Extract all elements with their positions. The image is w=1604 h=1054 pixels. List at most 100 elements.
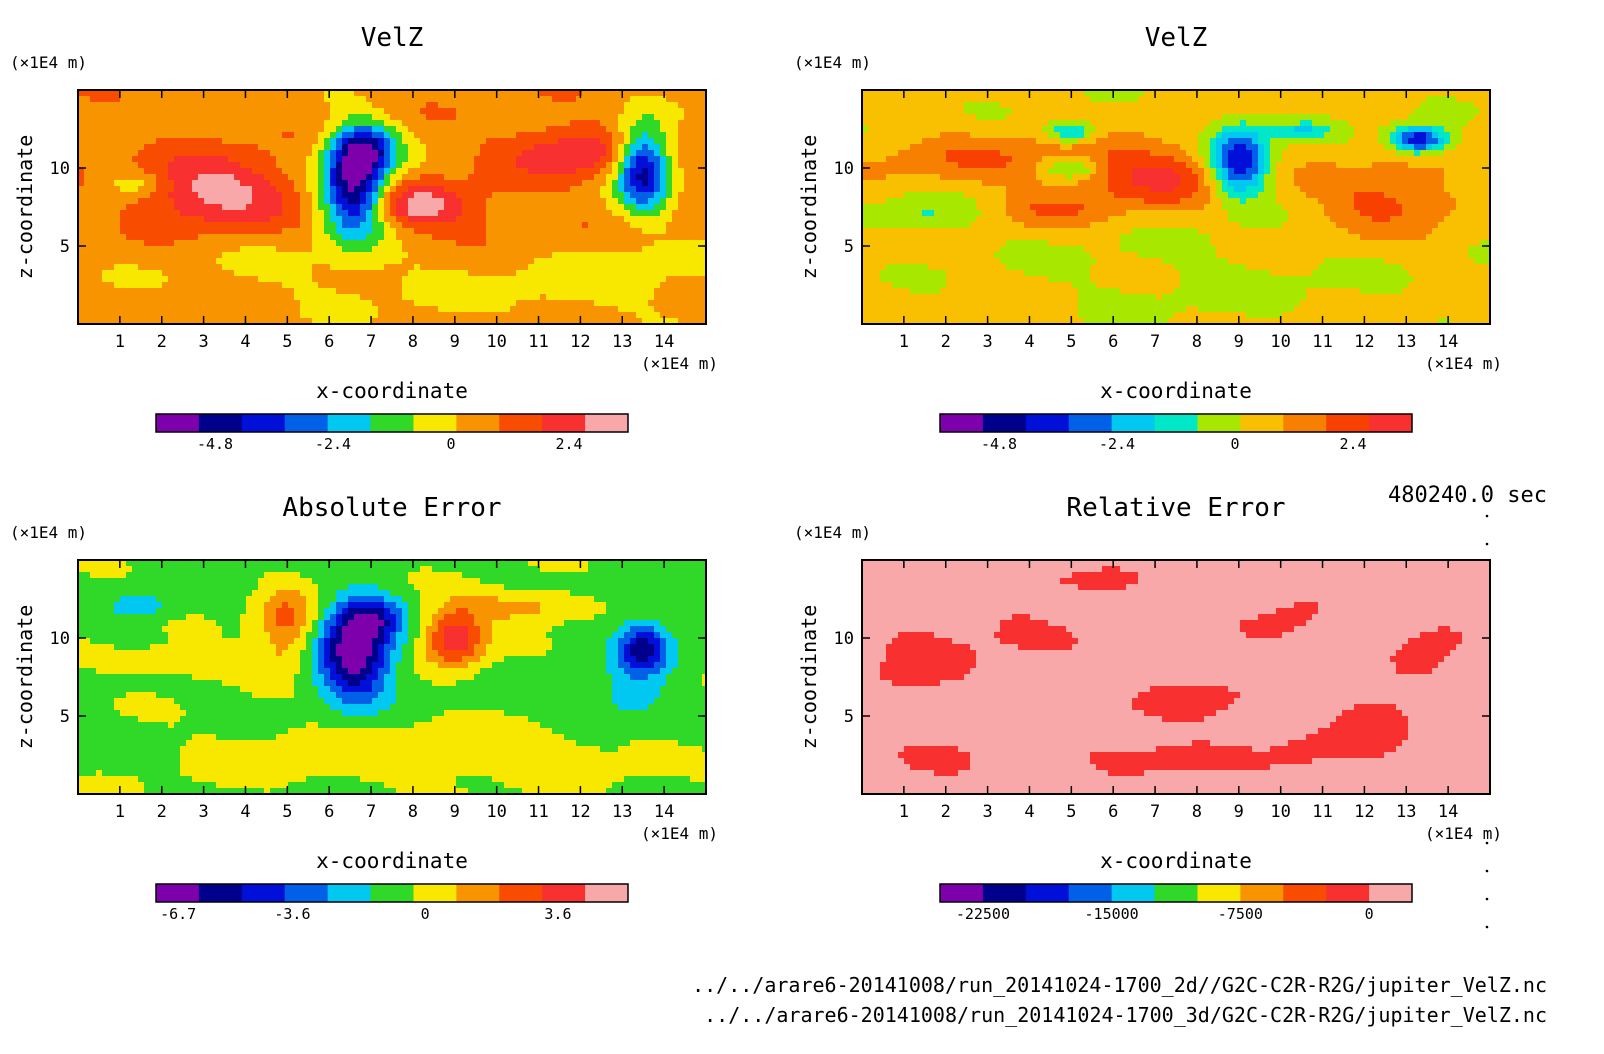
contour-cell [612,294,618,300]
contour-cell [300,180,306,186]
contour-cell [648,138,654,144]
contour-cell [1036,120,1042,126]
contour-cell [336,108,342,114]
contour-cell [276,258,282,264]
contour-cell [174,186,180,192]
contour-cell [360,252,366,258]
contour-cell [456,192,462,198]
contour-cell [384,192,390,198]
contour-cell [456,132,462,138]
contour-cell [1372,126,1378,132]
contour-cell [162,222,168,228]
contour-cell [192,96,198,102]
contour-cell [144,180,150,186]
contour-cell [108,144,114,150]
contour-cell [480,312,486,318]
contour-cell [354,210,360,216]
contour-cell [946,96,952,102]
contour-cell [540,114,546,120]
contour-cell [684,174,690,180]
contour-cell [1402,90,1408,96]
contour-cell [204,294,210,300]
contour-cell [684,168,690,174]
contour-cell [354,174,360,180]
contour-cell [660,96,666,102]
contour-cell [642,138,648,144]
contour-cell [108,282,114,288]
contour-cell [252,186,258,192]
contour-cell [474,216,480,222]
contour-cell [582,162,588,168]
contour-cell [276,162,282,168]
contour-cell [372,126,378,132]
contour-cell [958,90,964,96]
contour-cell [330,228,336,234]
contour-cell [486,216,492,222]
contour-cell [1396,108,1402,114]
contour-cell [246,306,252,312]
contour-cell [576,168,582,174]
contour-cell [468,270,474,276]
contour-cell [564,246,570,252]
contour-cell [96,222,102,228]
contour-cell [570,252,576,258]
contour-cell [186,138,192,144]
contour-cell [336,168,342,174]
contour-cell [312,174,318,180]
contour-cell [1390,132,1396,138]
contour-cell [336,288,342,294]
contour-cell [564,114,570,120]
contour-cell [606,282,612,288]
contour-cell [1414,102,1420,108]
contour-cell [420,288,426,294]
contour-cell [486,192,492,198]
contour-cell [564,120,570,126]
contour-cell [324,282,330,288]
contour-cell [1156,108,1162,114]
contour-cell [450,312,456,318]
contour-cell [402,102,408,108]
contour-cell [270,234,276,240]
contour-cell [510,174,516,180]
contour-cell [432,144,438,150]
contour-cell [946,126,952,132]
contour-cell [492,258,498,264]
contour-cell [552,234,558,240]
contour-cell [576,300,582,306]
contour-cell [330,216,336,222]
contour-cell [630,198,636,204]
contour-cell [144,138,150,144]
contour-cell [222,210,228,216]
contour-cell [438,258,444,264]
contour-cell [1462,108,1468,114]
contour-cell [432,192,438,198]
contour-cell [696,288,702,294]
contour-cell [348,108,354,114]
contour-cell [1030,120,1036,126]
contour-cell [940,96,946,102]
contour-cell [450,228,456,234]
contour-cell [402,120,408,126]
contour-cell [660,294,666,300]
contour-cell [414,156,420,162]
contour-cell [1336,90,1342,96]
contour-cell [1126,90,1132,96]
contour-cell [210,162,216,168]
contour-cell [156,132,162,138]
contour-cell [360,144,366,150]
contour-cell [192,120,198,126]
contour-cell [642,120,648,126]
contour-cell [84,120,90,126]
contour-cell [672,282,678,288]
contour-cell [564,252,570,258]
contour-cell [438,132,444,138]
contour-cell [264,144,270,150]
contour-cell [282,90,288,96]
contour-cell [1150,90,1156,96]
contour-cell [300,120,306,126]
contour-cell [492,198,498,204]
contour-cell [84,114,90,120]
contour-cell [1096,108,1102,114]
contour-cell [324,246,330,252]
contour-cell [228,264,234,270]
